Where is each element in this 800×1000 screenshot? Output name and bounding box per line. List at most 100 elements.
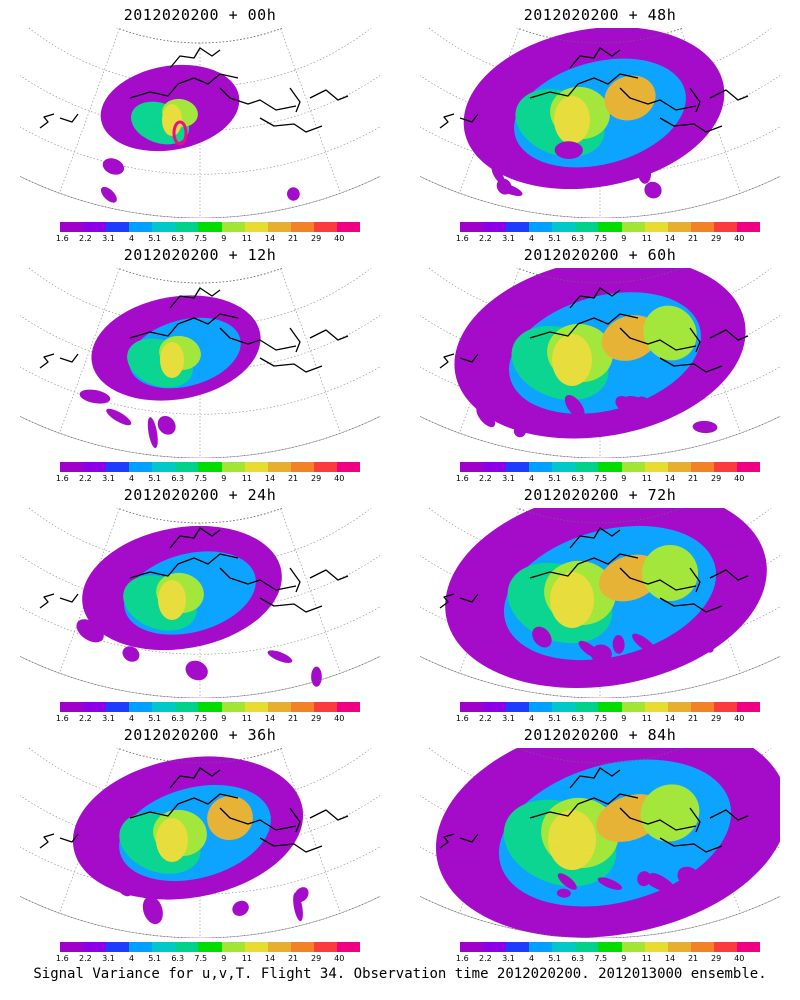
colorbar [460, 222, 761, 232]
colorbar-label: 21 [687, 234, 699, 243]
panel-title: 2012020200 + 12h [123, 246, 277, 264]
colorbar-swatch [529, 222, 553, 232]
colorbar-swatch [483, 222, 507, 232]
colorbar-label: 11 [641, 954, 653, 963]
colorbar-swatch [667, 222, 691, 232]
colorbar-swatch [690, 702, 714, 712]
polar-stereographic-map [420, 268, 780, 458]
variance-patch [267, 650, 293, 663]
colorbar-swatch [267, 462, 291, 472]
colorbar-label: 2.2 [479, 234, 492, 243]
variance-patch [232, 900, 249, 916]
colorbar-swatch [483, 702, 507, 712]
colorbar [460, 702, 761, 712]
colorbar-swatch [221, 942, 245, 952]
variance-patch [146, 881, 160, 895]
colorbar-swatch [529, 702, 553, 712]
colorbar-swatch [129, 462, 153, 472]
colorbar-label: 29 [311, 714, 322, 723]
colorbar-swatch [336, 702, 361, 712]
colorbar-label: 11 [641, 474, 653, 483]
map-panel: 2012020200 + 00h 1.6 2.2 3.1 4 5.1 6.3 7.5 9 11 14… [0, 0, 400, 243]
colorbar-swatch [460, 222, 484, 232]
colorbar-swatch [336, 462, 361, 472]
colorbar-label: 40 [334, 474, 345, 483]
colorbar-labels: 1.6 2.2 3.1 4 5.1 6.3 7.5 9 11 14 21 29 40 [56, 954, 360, 964]
variance-region [642, 545, 698, 601]
colorbar-swatch [129, 942, 153, 952]
variance-region-core [158, 580, 186, 620]
colorbar-label: 4 [128, 474, 135, 483]
colorbar-label: 7.5 [594, 714, 608, 723]
colorbar-label: 6.3 [171, 474, 185, 483]
colorbar-swatch [506, 462, 530, 472]
colorbar-swatch [690, 462, 714, 472]
variance-patch [476, 406, 496, 428]
colorbar-label: 4 [528, 714, 535, 723]
colorbar-label: 2.2 [79, 234, 92, 243]
colorbar-label: 21 [287, 954, 299, 963]
colorbar-label: 29 [711, 714, 722, 723]
colorbar-swatch [336, 942, 361, 952]
colorbar-swatch [529, 462, 553, 472]
coastline [39, 527, 349, 613]
colorbar-label: 6.3 [571, 474, 585, 483]
colorbar-label: 3.1 [102, 954, 115, 963]
colorbar-swatch [598, 942, 622, 952]
colorbar-label: 3.1 [102, 714, 115, 723]
colorbar-label: 5.1 [548, 234, 561, 243]
colorbar [60, 702, 361, 712]
colorbar [60, 942, 361, 952]
map-panel: 2012020200 + 12h 1.6 2.2 3.1 4 5.1 6.3 7.5 9 11 14… [0, 240, 400, 483]
colorbar-label: 14 [264, 234, 276, 243]
colorbar-label: 40 [734, 234, 745, 243]
colorbar-swatch [244, 462, 268, 472]
colorbar-label: 29 [311, 474, 322, 483]
colorbar-swatch [152, 462, 176, 472]
variance-field [72, 756, 309, 925]
colorbar-label: 7.5 [194, 714, 208, 723]
colorbar-swatch [621, 462, 645, 472]
panel-title: 2012020200 + 24h [123, 486, 277, 504]
panel-title: 2012020200 + 36h [123, 726, 277, 744]
colorbar-label: 5.1 [148, 234, 161, 243]
colorbar-swatch [152, 222, 176, 232]
colorbar-swatch [644, 222, 668, 232]
colorbar-label: 2.2 [79, 474, 92, 483]
colorbar-label: 3.1 [502, 234, 515, 243]
colorbar-label: 4 [128, 714, 135, 723]
colorbar-label: 11 [241, 474, 253, 483]
colorbar-swatch [575, 222, 599, 232]
colorbar-swatch [129, 702, 153, 712]
colorbar-label: 1.6 [455, 474, 469, 483]
colorbar-swatch [736, 462, 761, 472]
colorbar-swatch [644, 702, 668, 712]
colorbar-label: 7.5 [594, 234, 608, 243]
colorbar-swatch [313, 462, 337, 472]
colorbar-label: 21 [287, 714, 299, 723]
colorbar-swatch [644, 942, 668, 952]
colorbar-label: 1.6 [455, 954, 469, 963]
variance-region-core [550, 572, 594, 628]
colorbar-label: 4 [528, 954, 535, 963]
colorbar-swatch [667, 942, 691, 952]
colorbar-label: 9 [221, 954, 227, 963]
colorbar-label: 5.1 [548, 474, 561, 483]
colorbar-labels: 1.6 2.2 3.1 4 5.1 6.3 7.5 9 11 14 21 29 40 [56, 234, 360, 244]
map-panel: 2012020200 + 72h 1.6 2.2 3.1 4 5.1 6.3 7.5 9 11 14… [400, 480, 800, 723]
colorbar-label: 1.6 [55, 954, 69, 963]
variance-patch [564, 394, 585, 419]
colorbar-swatch [106, 702, 130, 712]
colorbar-swatch [106, 942, 130, 952]
colorbar-labels: 1.6 2.2 3.1 4 5.1 6.3 7.5 9 11 14 21 29 40 [56, 474, 360, 484]
colorbar-swatch [175, 462, 199, 472]
colorbar-swatch [713, 942, 737, 952]
colorbar-label: 29 [711, 954, 722, 963]
variance-patch [513, 424, 527, 438]
forecast-panels: 2012020200 + 00h 1.6 2.2 3.1 4 5.1 6.3 7.5 9 11 14… [0, 0, 800, 963]
colorbar-label: 6.3 [171, 234, 185, 243]
colorbar-swatch [506, 222, 530, 232]
colorbar-swatch [713, 222, 737, 232]
variance-region-core [156, 818, 188, 862]
coastline [439, 767, 749, 853]
